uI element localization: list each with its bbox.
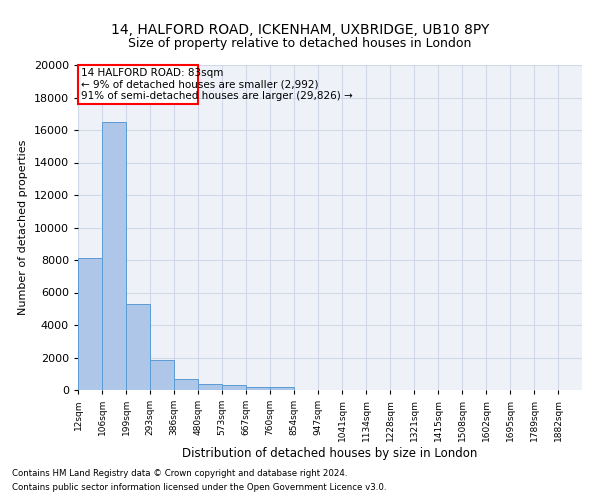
Text: Contains public sector information licensed under the Open Government Licence v3: Contains public sector information licen… (12, 484, 386, 492)
Text: 14, HALFORD ROAD, ICKENHAM, UXBRIDGE, UB10 8PY: 14, HALFORD ROAD, ICKENHAM, UXBRIDGE, UB… (111, 22, 489, 36)
Bar (174, 379, 198, 390)
Bar (222, 386, 246, 390)
Bar (78, 258, 102, 390)
Text: Size of property relative to detached houses in London: Size of property relative to detached ho… (128, 38, 472, 51)
Text: Contains HM Land Registry data © Crown copyright and database right 2024.: Contains HM Land Registry data © Crown c… (12, 468, 347, 477)
Y-axis label: Number of detached properties: Number of detached properties (18, 140, 28, 315)
Bar (78, 65, 198, 104)
X-axis label: Distribution of detached houses by size in London: Distribution of detached houses by size … (182, 446, 478, 460)
Bar (270, 387, 294, 390)
Text: ← 9% of detached houses are smaller (2,992): ← 9% of detached houses are smaller (2,9… (80, 80, 318, 90)
Bar (102, 122, 126, 390)
Bar (198, 384, 222, 390)
Bar (126, 304, 150, 390)
Bar (246, 386, 270, 390)
Text: 14 HALFORD ROAD: 83sqm: 14 HALFORD ROAD: 83sqm (80, 68, 223, 78)
Text: 91% of semi-detached houses are larger (29,826) →: 91% of semi-detached houses are larger (… (80, 91, 352, 101)
Bar (150, 360, 174, 390)
